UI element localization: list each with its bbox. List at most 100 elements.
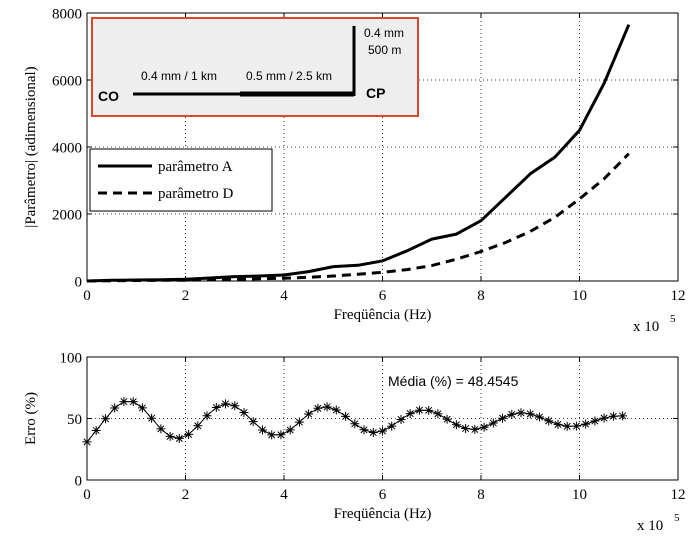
- co-label: CO: [98, 88, 119, 104]
- x-tick-label: 12: [671, 288, 686, 304]
- data-point-marker: [341, 411, 351, 421]
- data-point-marker: [405, 409, 415, 419]
- y-axis-label: |Parâmetro| (adimensional): [23, 66, 39, 227]
- data-point-marker: [128, 397, 138, 407]
- x-tick-label: 12: [671, 487, 686, 503]
- series-line-parametro-d: [86, 152, 630, 283]
- data-point-marker: [608, 411, 618, 421]
- data-point-marker: [82, 437, 92, 447]
- x-tick-label: 8: [477, 487, 485, 503]
- x-axis-label: Freqüência (Hz): [334, 506, 432, 522]
- data-point-marker: [267, 430, 277, 440]
- segment-2-label: 0.5 mm / 2.5 km: [246, 69, 332, 83]
- y-axis-label: Erro (%): [23, 392, 39, 445]
- data-point-marker: [285, 425, 295, 435]
- data-point-marker: [507, 409, 517, 419]
- data-point-marker: [304, 409, 314, 419]
- data-point-marker: [248, 417, 258, 427]
- x-multiplier: x 10: [633, 319, 659, 335]
- y-tick-label: 50: [67, 412, 82, 428]
- inset-diagram-box: [91, 17, 419, 117]
- data-point-marker: [193, 421, 203, 431]
- data-point-marker: [91, 426, 101, 435]
- x-tick-label: 8: [477, 288, 485, 304]
- data-point-marker: [230, 401, 240, 411]
- x-tick-label: 10: [572, 487, 587, 503]
- data-point-marker: [202, 411, 212, 421]
- bottom-plot: 0 2 4 6 8 10 12 0 50 100 Freqüência (Hz) Erro (%) x …: [23, 350, 686, 534]
- data-point-marker: [479, 422, 489, 432]
- data-point-marker: [313, 403, 323, 413]
- data-point-marker: [590, 416, 600, 426]
- data-point-marker: [331, 405, 341, 415]
- data-point-marker: [461, 424, 471, 433]
- data-point-marker: [368, 428, 378, 437]
- x-multiplier: x 10: [637, 518, 663, 534]
- data-point-marker: [581, 419, 591, 429]
- legend-box: [89, 148, 273, 212]
- x-tick-label: 6: [379, 288, 387, 304]
- branch-label-line1: 0.4 mm: [364, 26, 404, 40]
- legend-label: parâmetro A: [158, 159, 233, 175]
- data-point-marker: [211, 403, 221, 412]
- data-point-marker: [571, 421, 581, 431]
- data-point-marker: [165, 431, 175, 441]
- y-tick-label: 0: [75, 473, 83, 489]
- x-tick-label: 2: [182, 288, 190, 304]
- data-point-marker: [470, 424, 480, 434]
- data-point-marker: [442, 414, 452, 424]
- data-point-marker: [294, 417, 304, 427]
- data-point-marker: [488, 418, 498, 428]
- x-tick-label: 0: [83, 288, 91, 304]
- top-plot: 0 2 4 6 8 10 12 0 2000 4000 6000 8000 Freqüência (Hz…: [23, 6, 686, 335]
- x-multiplier-exponent: 5: [670, 313, 676, 325]
- data-point-marker: [322, 402, 332, 412]
- data-point-marker: [562, 421, 572, 431]
- data-point-marker: [101, 414, 110, 424]
- data-point-marker: [239, 408, 249, 417]
- legend-label: parâmetro D: [158, 186, 234, 202]
- mean-annotation: Média (%) = 48.4545: [388, 373, 519, 389]
- data-point-marker: [387, 421, 397, 431]
- data-point-marker: [451, 420, 461, 430]
- data-point-marker: [414, 405, 424, 415]
- y-tick-label: 0: [75, 274, 83, 290]
- data-point-marker: [396, 415, 406, 424]
- data-point-marker: [184, 429, 194, 439]
- data-point-marker: [147, 413, 157, 423]
- data-point-marker: [553, 419, 563, 429]
- x-multiplier-exponent: 5: [674, 512, 680, 524]
- data-point-marker: [424, 405, 434, 415]
- data-point-marker: [174, 433, 184, 443]
- y-tick-label: 100: [60, 350, 83, 366]
- data-point-marker: [119, 397, 129, 407]
- x-tick-label: 2: [182, 487, 190, 503]
- data-point-marker: [378, 426, 387, 436]
- data-point-marker: [544, 416, 554, 426]
- data-point-marker: [525, 409, 535, 419]
- x-tick-label: 4: [280, 487, 288, 503]
- segment-1-label: 0.4 mm / 1 km: [141, 69, 217, 83]
- x-tick-label: 4: [280, 288, 288, 304]
- data-point-marker: [498, 413, 507, 423]
- data-point-marker: [516, 408, 526, 418]
- x-tick-label: 0: [83, 487, 91, 503]
- data-point-marker: [276, 430, 286, 440]
- data-point-marker: [359, 425, 369, 435]
- y-tick-label: 4000: [52, 140, 82, 156]
- data-point-marker: [433, 409, 443, 419]
- x-tick-label: 10: [572, 288, 587, 304]
- y-tick-label: 6000: [52, 73, 82, 89]
- cp-label: CP: [366, 85, 385, 101]
- branch-label-line2: 500 m: [368, 43, 401, 57]
- data-point-marker: [618, 411, 628, 421]
- y-tick-label: 8000: [52, 6, 82, 22]
- data-point-marker: [350, 419, 360, 429]
- x-tick-label: 6: [379, 487, 387, 503]
- y-tick-label: 2000: [52, 207, 82, 223]
- data-point-marker: [137, 403, 147, 413]
- x-axis-label: Freqüência (Hz): [334, 307, 432, 323]
- data-point-marker: [258, 425, 267, 435]
- data-point-marker: [156, 424, 166, 434]
